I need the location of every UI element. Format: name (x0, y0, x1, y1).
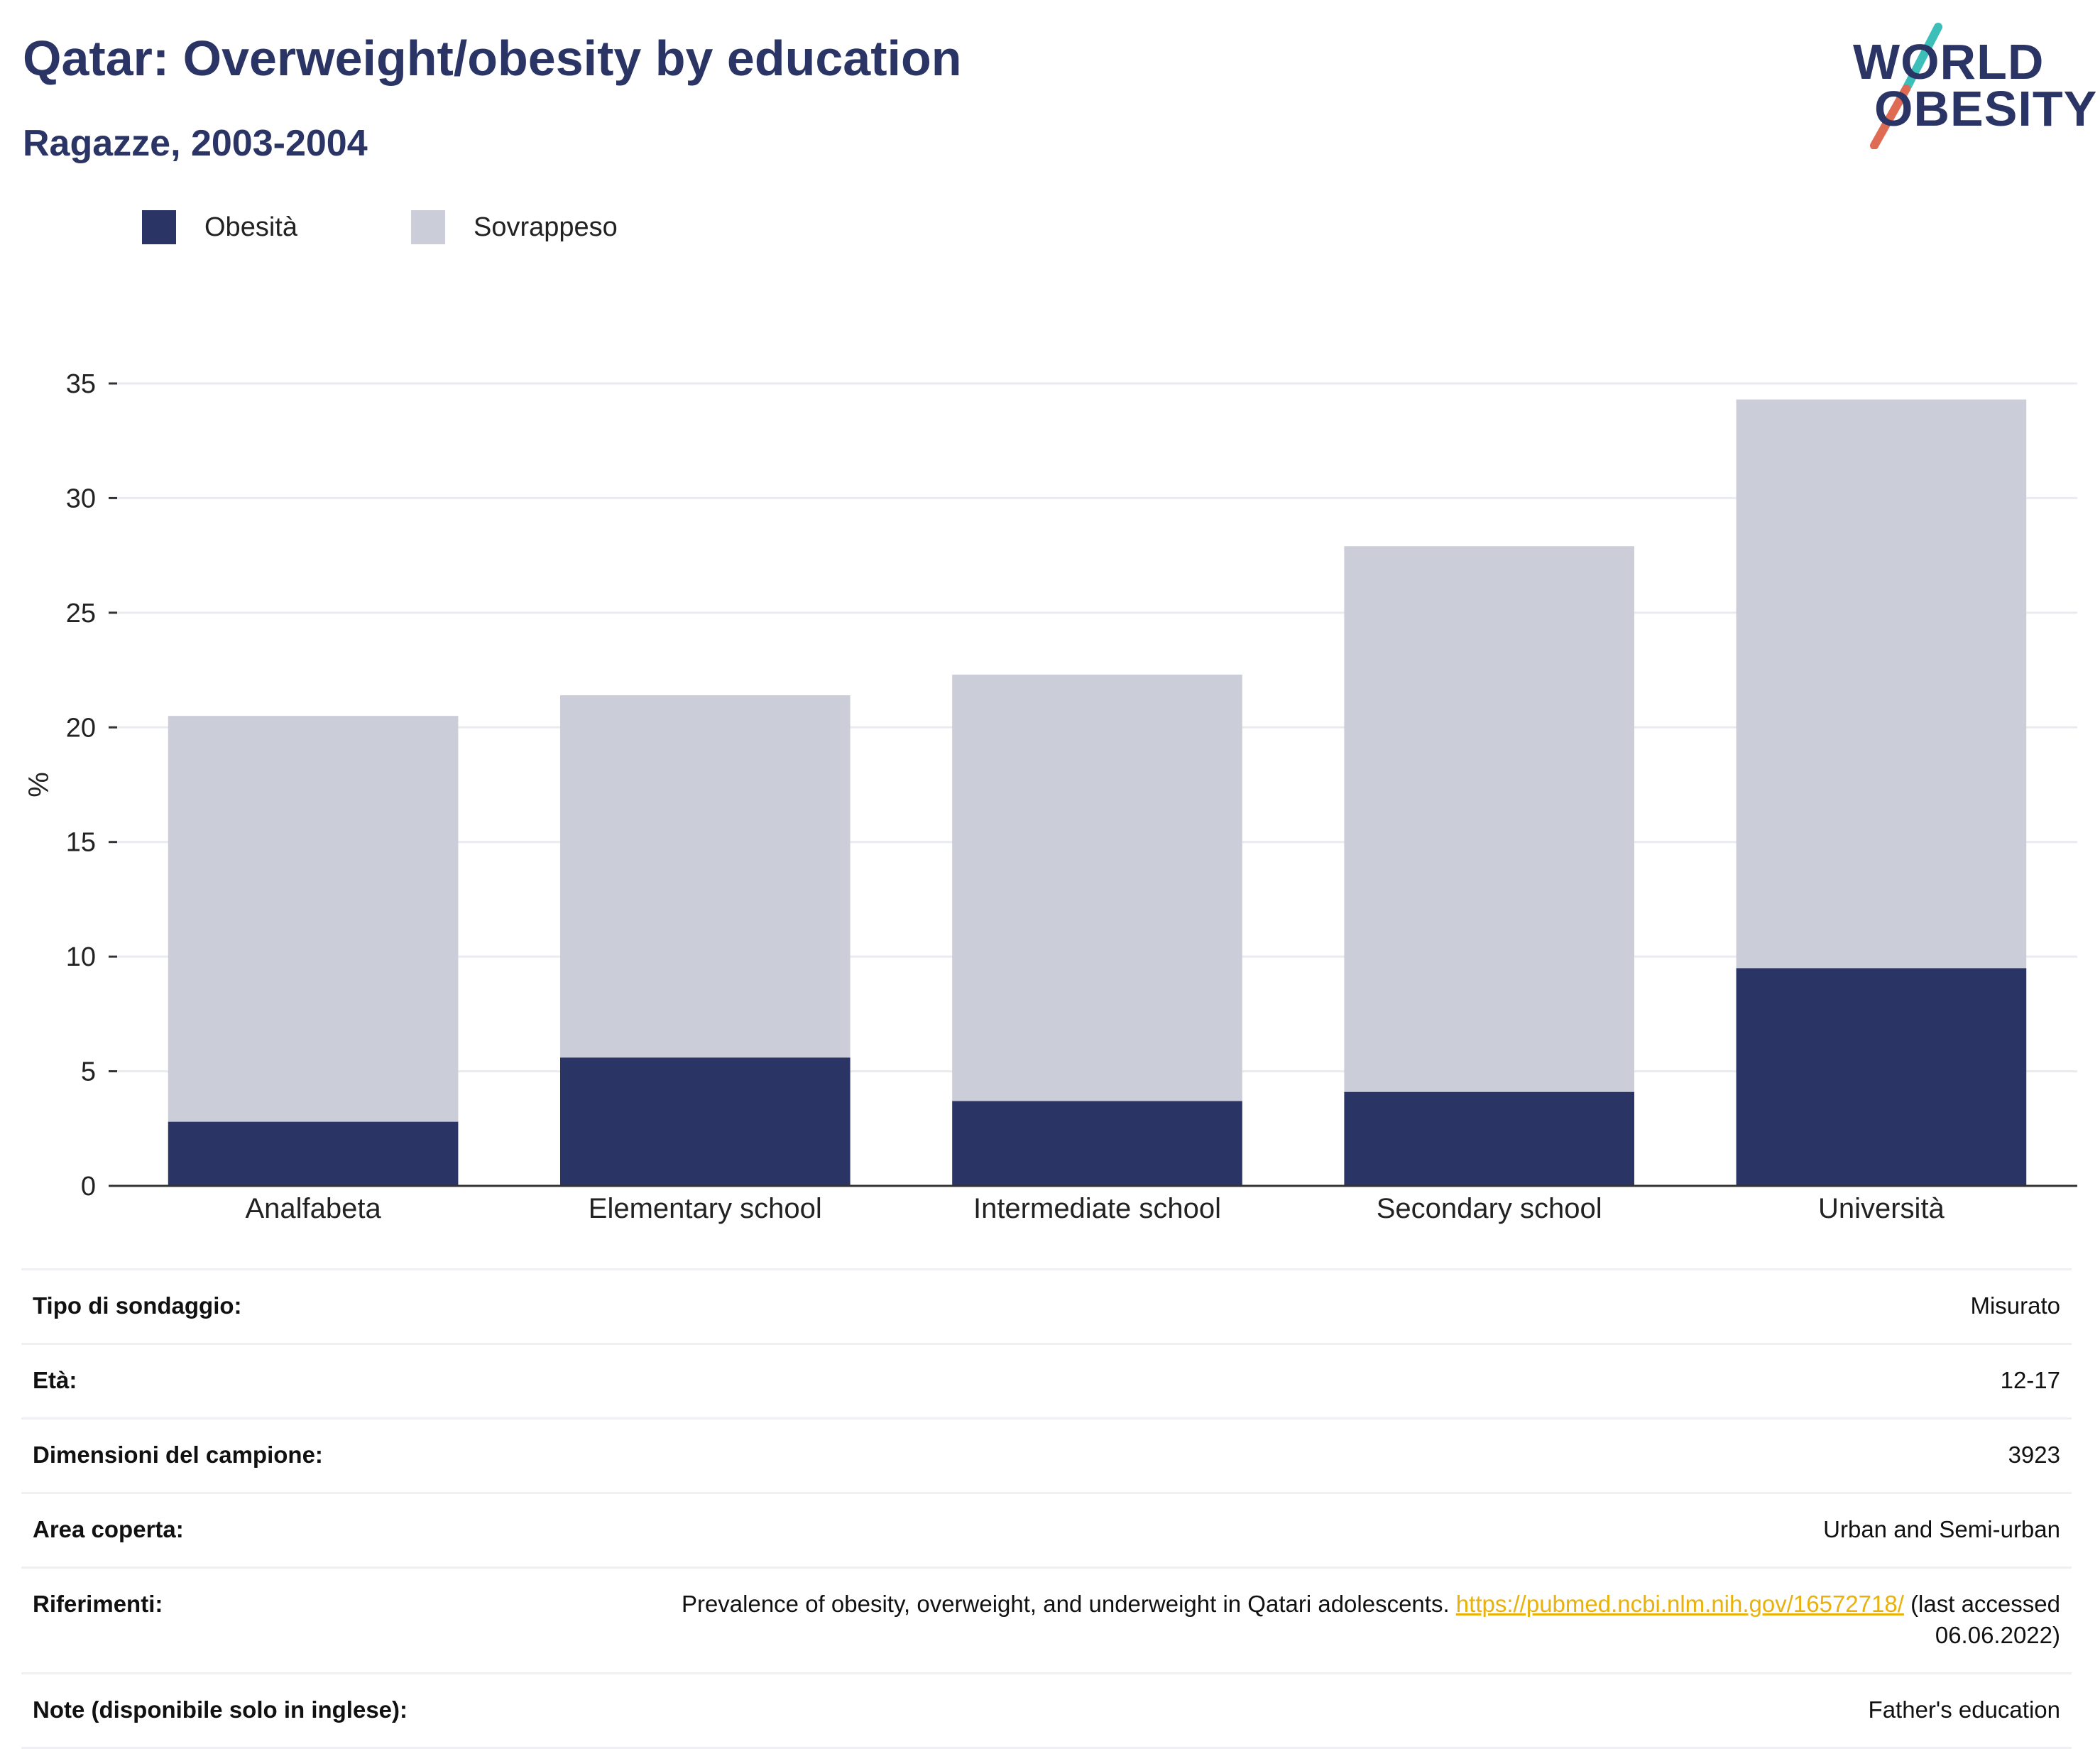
chart-title: Qatar: Overweight/obesity by education (23, 31, 962, 86)
info-row: Area coperta: Urban and Semi-urban (21, 1492, 2072, 1567)
info-value: 12-17 (2000, 1367, 2060, 1393)
info-row: Età: 12-17 (21, 1343, 2072, 1417)
info-key: Riferimenti: (33, 1591, 163, 1617)
legend-item-obesity: Obesità (142, 210, 297, 244)
bar-obesity (1736, 968, 2027, 1186)
reference-text: Prevalence of obesity, overweight, and u… (681, 1591, 1450, 1617)
y-tick-label: 35 (66, 369, 96, 399)
reference-accessed: (last accessed 06.06.2022) (1910, 1591, 2060, 1648)
x-tick-label: Università (1818, 1193, 1945, 1224)
info-table: Tipo di sondaggio: Misurato Età: 12-17 D… (21, 1268, 2072, 1749)
legend-item-overweight: Sovrappeso (410, 210, 618, 244)
info-value: Urban and Semi-urban (1823, 1516, 2060, 1542)
bar-obesity (168, 1121, 459, 1186)
info-key: Tipo di sondaggio: (33, 1292, 242, 1319)
reference-link[interactable]: https://pubmed.ncbi.nlm.nih.gov/16572718… (1455, 1591, 1904, 1617)
y-tick-label: 30 (66, 484, 96, 513)
logo-slash-icon (1870, 23, 1942, 149)
y-tick-label: 15 (66, 828, 96, 858)
bar-chart: 0 5 10 15 20 25 30 35% Analfabeta Elementary scho… (23, 369, 2077, 1224)
x-tick-label: Analfabeta (245, 1193, 381, 1224)
legend-label-obesity: Obesità (204, 212, 297, 242)
bar-overweight (1344, 546, 1635, 1092)
x-tick-label: Secondary school (1377, 1193, 1602, 1224)
y-tick-label: 5 (81, 1057, 96, 1087)
bar-overweight (1736, 399, 2027, 969)
y-tick-label: 25 (66, 599, 96, 628)
bar-obesity (1344, 1091, 1635, 1186)
chart-subtitle: Ragazze, 2003-2004 (23, 123, 368, 164)
legend-swatch-obesity (142, 210, 176, 244)
chart-legend: Obesità Sovrappeso (142, 210, 674, 244)
info-row: Riferimenti: Prevalence of obesity, over… (21, 1567, 2072, 1672)
x-tick-label: Elementary school (589, 1193, 822, 1224)
bar-overweight (952, 675, 1242, 1101)
x-tick-label: Intermediate school (973, 1193, 1221, 1224)
info-key: Dimensioni del campione: (33, 1442, 323, 1468)
legend-swatch-overweight (410, 210, 445, 244)
legend-label-overweight: Sovrappeso (473, 212, 618, 242)
info-row: Note (disponibile solo in inglese): Fath… (21, 1672, 2072, 1749)
y-tick-label: 0 (81, 1172, 96, 1202)
info-value: Father's education (1868, 1696, 2060, 1723)
info-row: Dimensioni del campione: 3923 (21, 1417, 2072, 1492)
y-axis-label: % (23, 772, 55, 797)
info-row: Tipo di sondaggio: Misurato (21, 1268, 2072, 1343)
info-value: Prevalence of obesity, overweight, and u… (569, 1589, 2060, 1651)
info-key: Età: (33, 1367, 77, 1393)
logo-word-obesity: OBESITY (1874, 81, 2098, 136)
bar-obesity (559, 1057, 851, 1186)
y-tick-label: 10 (66, 942, 96, 972)
info-value: 3923 (2008, 1442, 2060, 1468)
bar-overweight (559, 695, 851, 1058)
logo-word-world: WORLD (1853, 34, 2045, 89)
y-tick-label: 20 (66, 713, 96, 743)
bar-obesity (952, 1101, 1242, 1186)
info-key: Note (disponibile solo in inglese): (33, 1696, 408, 1723)
info-key: Area coperta: (33, 1516, 184, 1542)
bar-overweight (168, 716, 459, 1122)
world-obesity-logo: WORLD OBESITY (1853, 21, 2096, 149)
info-value: Misurato (1970, 1292, 2060, 1319)
